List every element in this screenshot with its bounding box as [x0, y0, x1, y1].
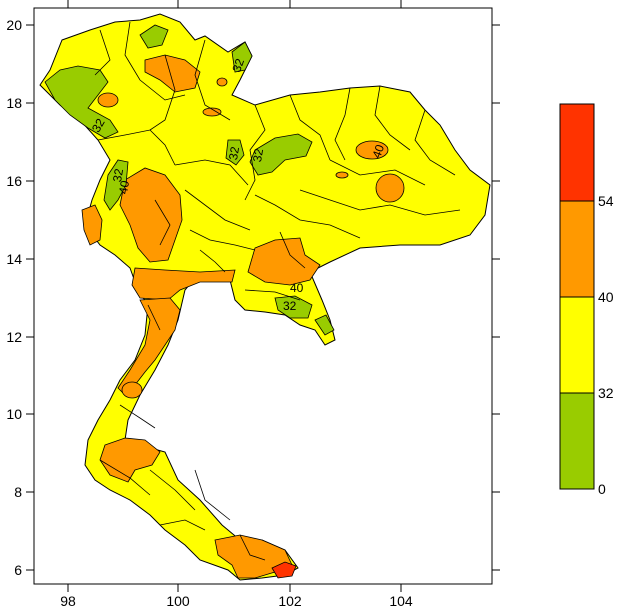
zone-green-center-north — [225, 139, 245, 166]
x-tick-label: 100 — [166, 593, 190, 609]
legend-label: 0 — [598, 481, 606, 497]
y-axis-ticks — [26, 24, 500, 571]
x-tick-label: 102 — [278, 593, 302, 609]
x-axis-labels: 98 100 102 104 — [60, 593, 413, 609]
contour-label: 32 — [226, 145, 242, 161]
zone-green-northeast — [231, 41, 253, 73]
legend-band-0-32 — [559, 392, 595, 490]
y-tick-label: 16 — [6, 173, 22, 189]
zone-orange-isthmus — [117, 297, 181, 396]
legend-band-54-plus — [559, 103, 595, 202]
zone-orange-north-dot-3 — [216, 77, 228, 87]
zone-orange-northeast-b — [355, 140, 389, 160]
zone-orange-north-dot-2 — [202, 107, 222, 117]
y-tick-label: 14 — [6, 251, 22, 267]
zone-orange-east-central — [247, 237, 321, 286]
contour-labels: 32 32 32 32 40 40 40 32 32 — [89, 56, 387, 313]
y-axis-labels: 6 8 10 12 14 16 18 20 — [6, 17, 22, 578]
country-fill — [39, 13, 491, 581]
legend-label: 32 — [598, 385, 614, 401]
zone-green-northwest — [44, 65, 119, 139]
zone-orange-northeast-a — [375, 173, 405, 203]
legend-label: 40 — [598, 289, 614, 305]
contour-label: 40 — [369, 142, 387, 160]
zone-green-east — [274, 295, 313, 319]
x-tick-label: 104 — [389, 593, 413, 609]
zone-orange-isthmus-dot — [121, 381, 143, 399]
y-tick-label: 18 — [6, 95, 22, 111]
province-boundaries — [94, 21, 461, 561]
contour-label: 32 — [283, 299, 297, 313]
y-tick-label: 8 — [14, 484, 22, 500]
zone-orange-central — [131, 267, 236, 301]
x-axis-ticks — [67, 0, 402, 592]
contour-label: 32 — [250, 147, 266, 163]
contour-label: 32 — [89, 116, 108, 135]
zone-green-east-coast — [314, 314, 335, 336]
contour-label: 40 — [116, 179, 132, 195]
zone-red-south — [271, 561, 297, 579]
legend-band-40-54 — [559, 200, 595, 298]
y-tick-label: 12 — [6, 329, 22, 345]
zone-orange-ne-dot — [335, 171, 349, 179]
y-tick-label: 6 — [14, 562, 22, 578]
x-tick-label: 98 — [60, 593, 76, 609]
y-tick-label: 10 — [6, 406, 22, 422]
zone-orange-west — [119, 167, 183, 263]
zone-orange-south-west — [99, 437, 161, 483]
legend-label: 54 — [598, 193, 614, 209]
zone-orange-north — [144, 54, 201, 93]
legend-band-32-40 — [559, 296, 595, 394]
zone-green-west — [103, 159, 129, 211]
zone-green-upper-ne — [249, 133, 313, 176]
contour-label: 32 — [229, 56, 247, 74]
contour-label: 40 — [290, 281, 304, 295]
zone-orange-north-dot — [97, 92, 119, 108]
y-tick-label: 20 — [6, 17, 22, 33]
zone-green-north — [139, 24, 169, 49]
zone-orange-far-west — [81, 204, 103, 246]
contour-label: 32 — [110, 167, 126, 183]
color-legend: 0 32 40 54 — [559, 103, 614, 497]
